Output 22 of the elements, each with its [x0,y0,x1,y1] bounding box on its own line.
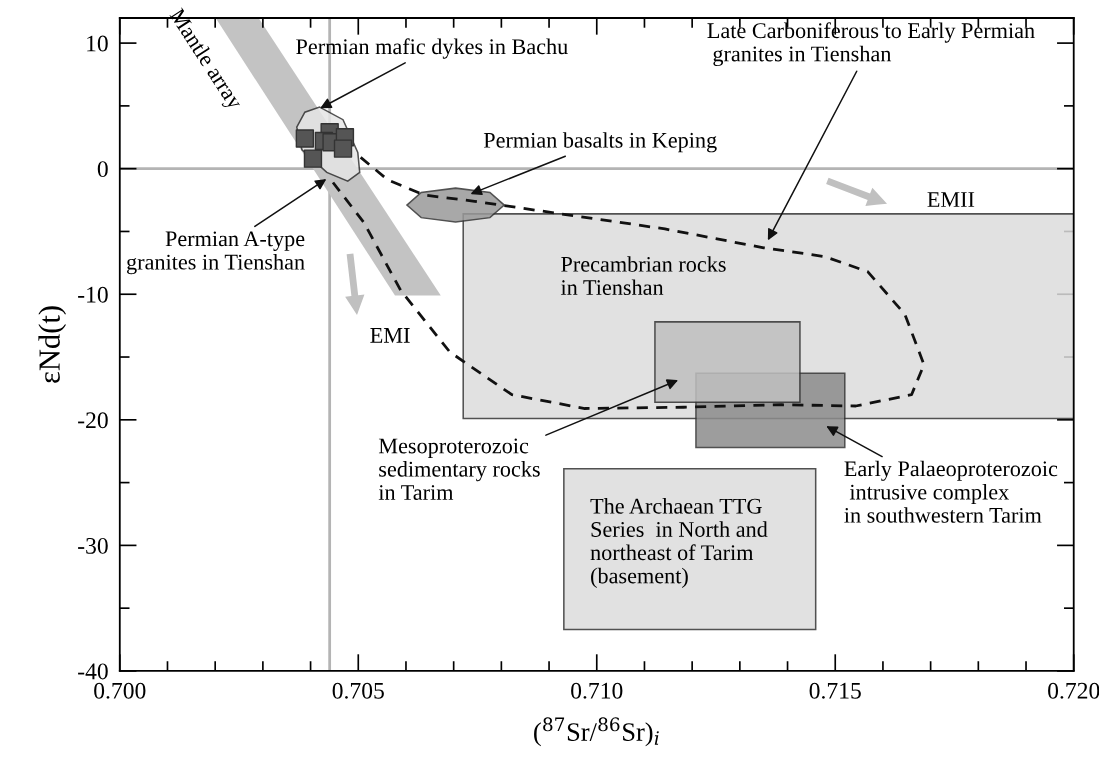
annotation: The Archaean TTG Series in North and northeast of Tarim (basement) [590,498,768,588]
annotation: Mesoproterozoic sedimentary rocks in Tarim [378,438,540,500]
x-tick-label: 0.715 [809,682,861,699]
y-tick-label: -30 [78,537,108,554]
x-tick-label: 0.705 [332,682,384,699]
y-tick-label: -20 [78,412,108,429]
y-tick-label: 10 [87,35,108,52]
annotation: Permian mafic dykes in Bachu [296,38,568,59]
annotation: Permian basalts in Keping [483,132,717,153]
x-tick-label: 0.720 [1048,682,1099,699]
annotation: Early Palaeoproterozoic intrusive complex in southwestern Tarim [844,460,1058,523]
annotation: Precambrian rocks in Tienshan [560,256,726,296]
annotation: Permian A-type granites in Tienshan [127,231,305,275]
y-tick-label: -40 [78,663,108,680]
x-axis-title: ($^{87}$Sr/$^{86}$Sr)$_{i}$ [534,717,659,747]
annotation: EMII [927,192,975,207]
y-tick-label: 0 [97,161,108,178]
y-axis-title: εNd(t) [38,306,67,383]
annotation: EMI [370,328,410,343]
x-tick-label: 0.710 [571,682,623,699]
y-tick-label: -10 [78,286,108,303]
x-tick-label: 0.700 [94,682,146,699]
